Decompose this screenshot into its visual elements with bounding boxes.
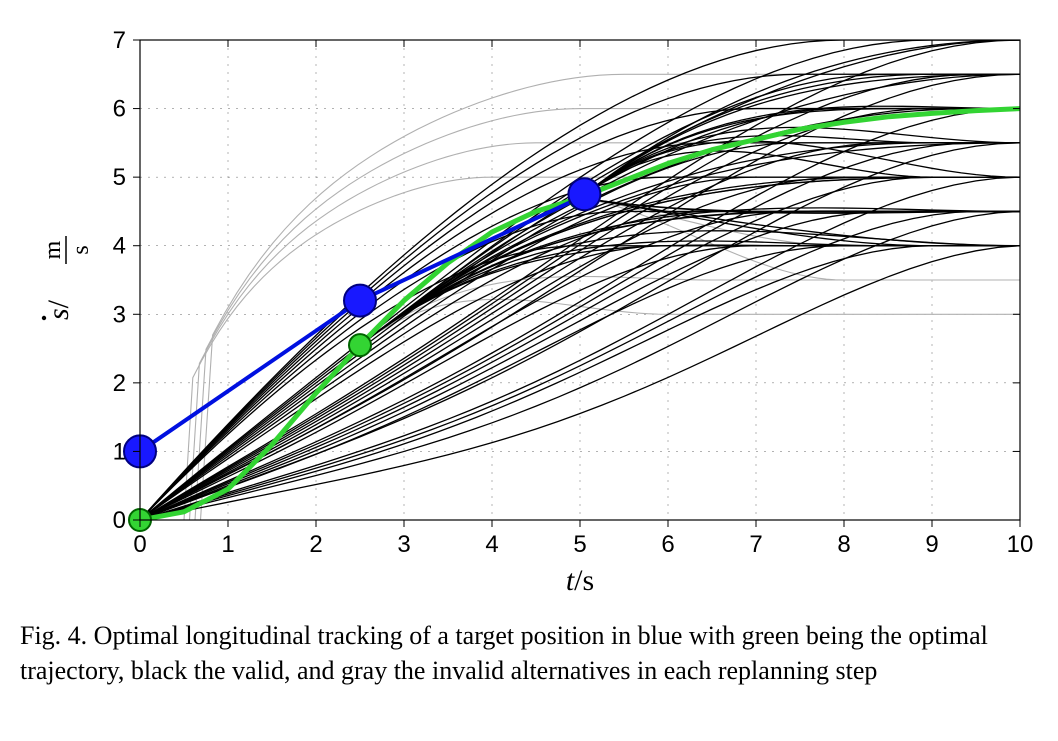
- svg-text:6: 6: [661, 531, 674, 558]
- svg-text:0: 0: [113, 507, 126, 534]
- svg-text:0: 0: [133, 531, 146, 558]
- svg-text:1: 1: [113, 438, 126, 465]
- trajectory-plot: 0 1 2 3 4 5 6 7 8 9 10 0 1 2 3 4 5 6 7 t/s s/ms: [20, 20, 1038, 600]
- svg-text:7: 7: [749, 531, 762, 558]
- svg-text:s/: s/: [42, 299, 75, 320]
- plot-area: 0 1 2 3 4 5 6 7 8 9 10 0 1 2 3 4 5 6 7 t/s s/ms: [20, 20, 1038, 600]
- svg-text:t/s: t/s: [566, 564, 594, 597]
- svg-text:5: 5: [113, 164, 126, 191]
- figure-4: 0 1 2 3 4 5 6 7 8 9 10 0 1 2 3 4 5 6 7 t/s s/ms Fig. 4. Opti…: [20, 20, 1038, 688]
- svg-text:2: 2: [309, 531, 322, 558]
- svg-text:m: m: [40, 240, 66, 259]
- figure-caption: Fig. 4. Optimal longitudinal tracking of…: [20, 618, 1038, 688]
- svg-text:9: 9: [925, 531, 938, 558]
- svg-text:1: 1: [221, 531, 234, 558]
- svg-text:4: 4: [113, 233, 126, 260]
- svg-text:5: 5: [573, 531, 586, 558]
- svg-text:s: s: [68, 245, 94, 254]
- svg-text:2: 2: [113, 370, 126, 397]
- svg-text:6: 6: [113, 96, 126, 123]
- svg-text:10: 10: [1007, 531, 1034, 558]
- svg-text:4: 4: [485, 531, 498, 558]
- svg-text:3: 3: [113, 301, 126, 328]
- svg-text:7: 7: [113, 27, 126, 54]
- svg-text:8: 8: [837, 531, 850, 558]
- svg-text:3: 3: [397, 531, 410, 558]
